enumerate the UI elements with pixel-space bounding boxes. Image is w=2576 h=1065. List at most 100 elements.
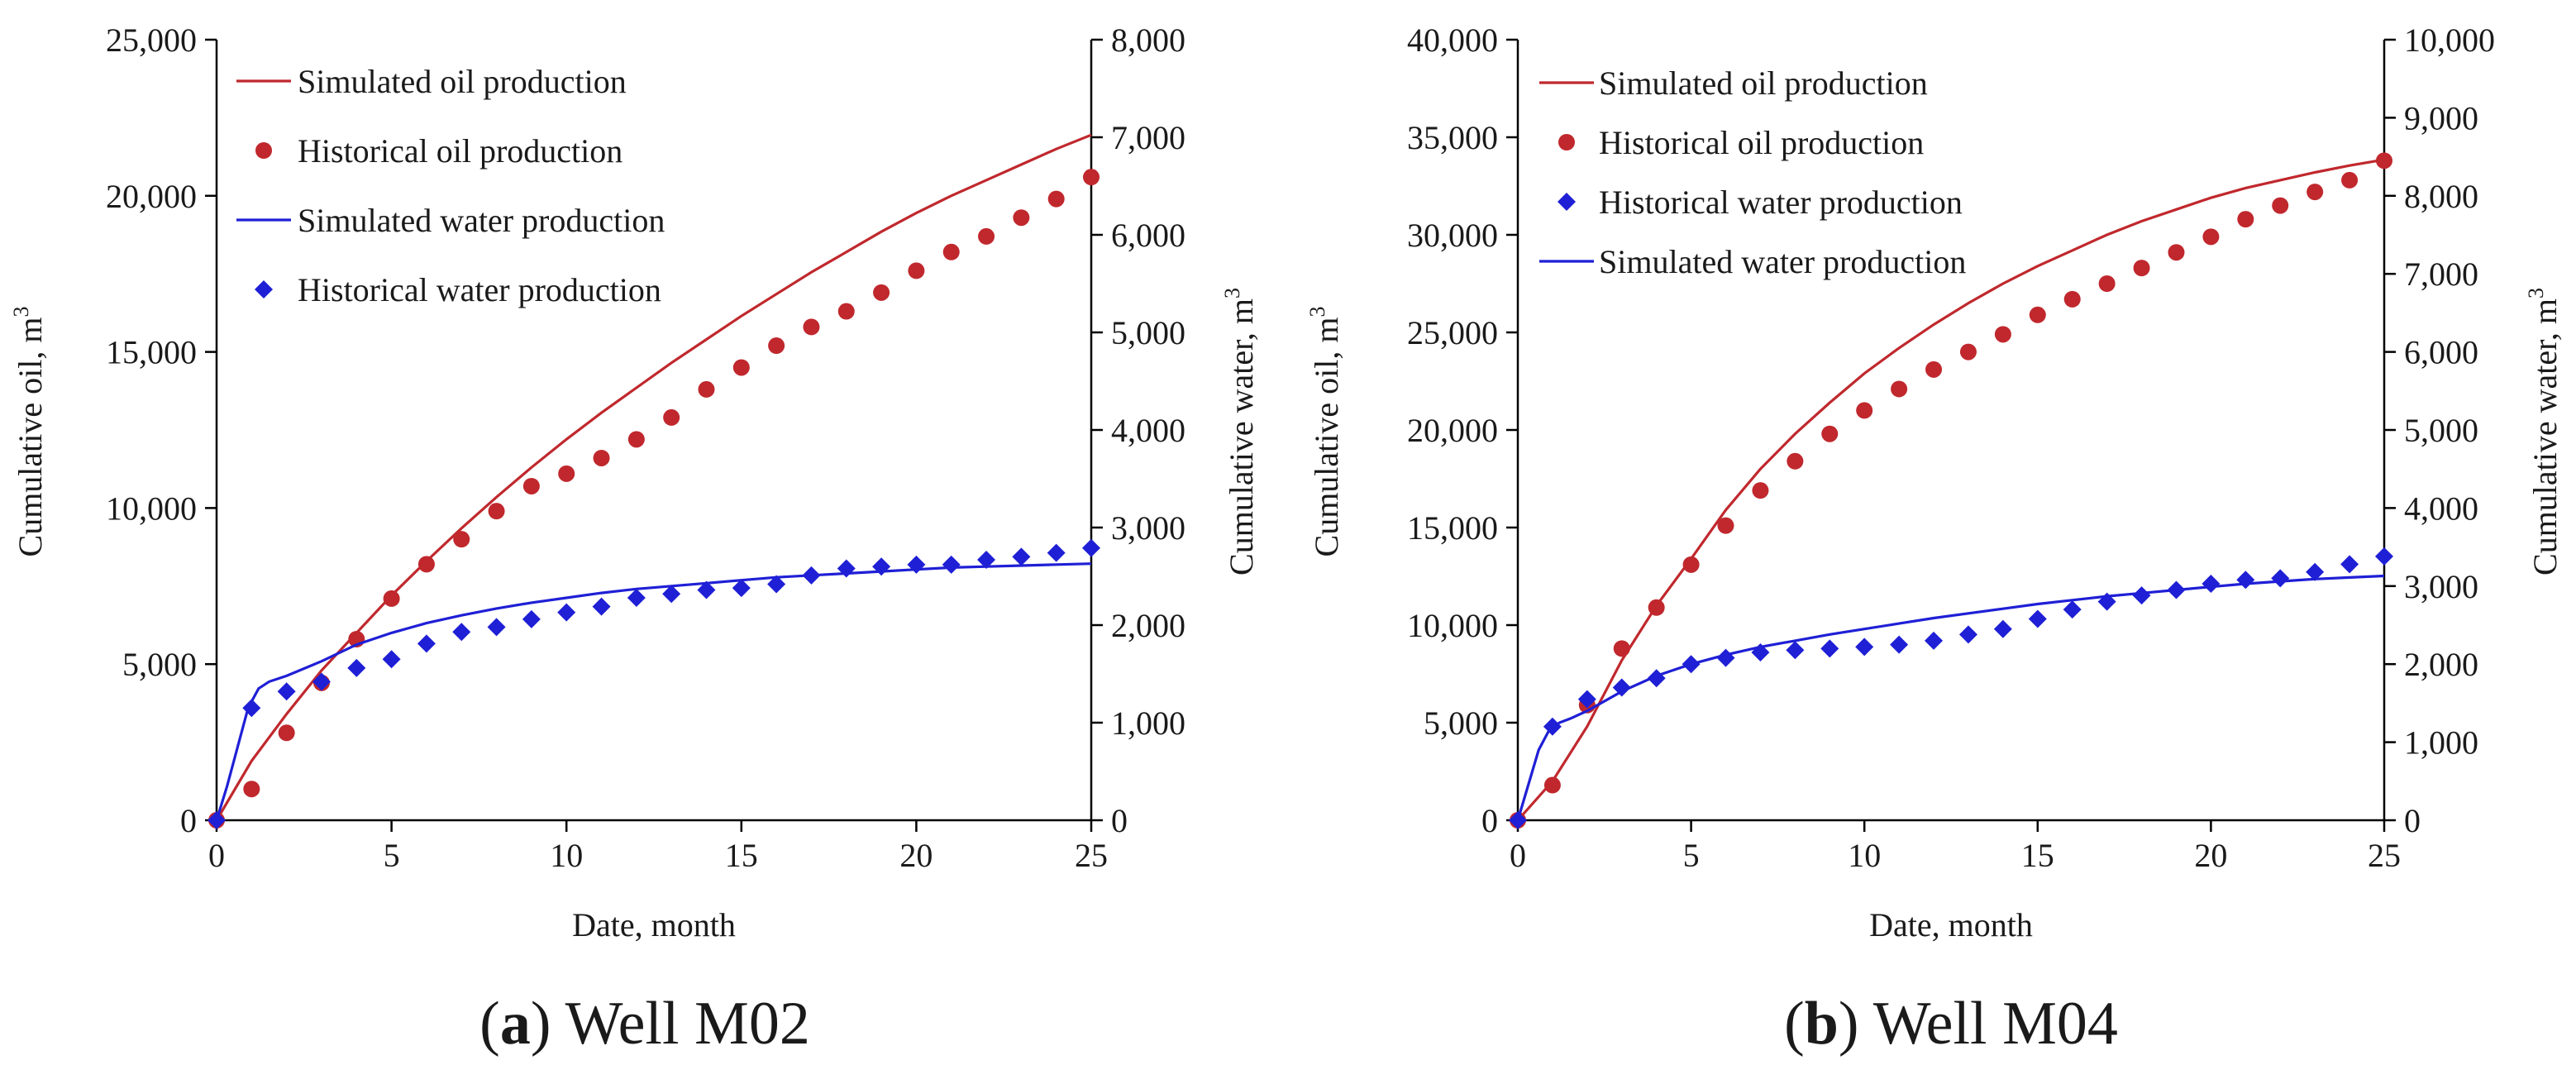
y-axis-title-left: Cumulative oil, m3 — [9, 307, 49, 557]
caption-title: Well M04 — [1859, 990, 2118, 1058]
data-point — [977, 550, 996, 569]
data-point — [488, 503, 505, 520]
caption-paren-close: ) — [531, 990, 551, 1058]
data-point — [1752, 482, 1769, 499]
y-left-tick-label: 0 — [180, 802, 197, 839]
y-right-tick-label: 8,000 — [1111, 21, 1185, 59]
data-point — [2236, 571, 2255, 590]
x-tick-label: 5 — [384, 837, 400, 874]
data-point — [837, 559, 856, 578]
data-point — [662, 585, 681, 604]
data-point — [1613, 640, 1630, 657]
data-point — [1047, 190, 1065, 208]
y-right-tick-label: 6,000 — [2404, 334, 2478, 371]
legend-entry: Historical water production — [1558, 184, 1963, 221]
data-point — [732, 579, 751, 598]
x-tick-label: 25 — [2368, 837, 2401, 874]
data-point — [697, 580, 716, 599]
legend-entry: Historical oil production — [1558, 124, 1924, 161]
y-axis-title-left-text: Cumulative oil, m — [12, 318, 49, 557]
data-point — [1612, 678, 1631, 697]
legend-diamond-swatch — [1558, 193, 1576, 211]
series-historical-oil-production — [208, 169, 1100, 829]
data-point — [278, 724, 295, 742]
x-tick-label: 20 — [899, 837, 933, 874]
x-tick-label: 0 — [208, 837, 225, 874]
y-axis-title-right-text: Cumulative water, m — [2526, 298, 2564, 575]
data-point — [208, 811, 226, 829]
y-axis-title-right: Cumulative water, m3 — [1220, 288, 1260, 575]
legend-label: Historical oil production — [1599, 124, 1924, 161]
data-point — [942, 555, 961, 574]
x-tick-label: 20 — [2194, 837, 2227, 874]
data-point — [312, 672, 331, 691]
y-right-tick-label: 0 — [1111, 802, 1128, 839]
data-point — [1577, 690, 1596, 709]
data-point — [1012, 547, 1031, 566]
data-point — [242, 699, 261, 718]
data-point — [2063, 290, 2081, 308]
y-left-tick-label: 0 — [1481, 802, 1498, 839]
series-line — [1516, 574, 2385, 821]
data-point — [2202, 228, 2220, 246]
data-point — [1856, 402, 1873, 419]
series-historical-water-production — [1509, 547, 2393, 829]
data-point — [593, 449, 610, 466]
caption-letter: a — [500, 990, 531, 1058]
caption-paren-close: ) — [1839, 990, 1859, 1058]
legend-entry: Simulated water production — [236, 202, 665, 239]
data-point — [908, 262, 925, 279]
series-simulated-oil-production — [1516, 158, 2385, 822]
series-simulated-water-production — [215, 562, 1092, 821]
data-point — [837, 303, 855, 320]
data-point — [872, 557, 891, 576]
data-point — [1716, 648, 1735, 667]
legend-entry: Simulated water production — [1539, 243, 1966, 280]
data-point — [1820, 639, 1839, 658]
data-point — [1925, 361, 1943, 378]
x-axis-title: Date, month — [1869, 906, 2033, 943]
legend-label: Simulated oil production — [1599, 64, 1928, 102]
y-right-tick-label: 2,000 — [1111, 607, 1185, 644]
data-point — [2341, 171, 2359, 189]
data-point — [347, 658, 366, 677]
data-point — [452, 623, 471, 642]
legend-label: Simulated water production — [298, 202, 665, 239]
y-axis-title-left-text: Cumulative oil, m — [1308, 318, 1345, 557]
data-point — [557, 603, 576, 622]
legend-label: Simulated water production — [1599, 243, 1966, 280]
caption-paren-open: ( — [1784, 990, 1805, 1058]
y-right-tick-label: 7,000 — [1111, 119, 1185, 156]
legend-label: Historical water production — [1599, 184, 1963, 221]
data-point — [1891, 380, 1908, 398]
data-point — [1717, 517, 1734, 534]
data-point — [907, 555, 926, 574]
x-tick-label: 0 — [1510, 837, 1526, 874]
x-tick-label: 15 — [2021, 837, 2054, 874]
data-point — [1925, 631, 1944, 650]
data-point — [978, 227, 995, 245]
y-left-tick-label: 40,000 — [1407, 21, 1498, 59]
series-line — [215, 562, 1092, 821]
y-axis-title-right: Cumulative water, m3 — [2524, 288, 2564, 575]
data-point — [2168, 244, 2185, 261]
legend-entry: Simulated oil production — [1539, 64, 1928, 102]
x-axis-title: Date, month — [572, 906, 736, 943]
legend-label: Simulated oil production — [298, 63, 627, 100]
data-point — [1958, 625, 1977, 644]
data-point — [243, 781, 260, 798]
legend-entry: Historical water production — [255, 271, 661, 308]
data-point — [453, 531, 470, 548]
y-left-tick-label: 10,000 — [1407, 607, 1498, 644]
panel-b: 0 5 10 15 20 2505,00010,00015,00020,00025,000… — [1305, 21, 2564, 1058]
series-historical-water-production — [208, 538, 1100, 829]
x-tick-label: 5 — [1683, 837, 1700, 874]
y-axis-title-left-superscript: 3 — [9, 307, 33, 318]
data-point — [1855, 638, 1874, 657]
data-point — [2063, 600, 2082, 619]
y-axis-title-left-superscript: 3 — [1305, 307, 1329, 318]
caption-title: Well M02 — [551, 990, 809, 1058]
data-point — [732, 359, 750, 376]
series-simulated-water-production — [1516, 574, 2385, 821]
data-point — [1682, 556, 1700, 573]
